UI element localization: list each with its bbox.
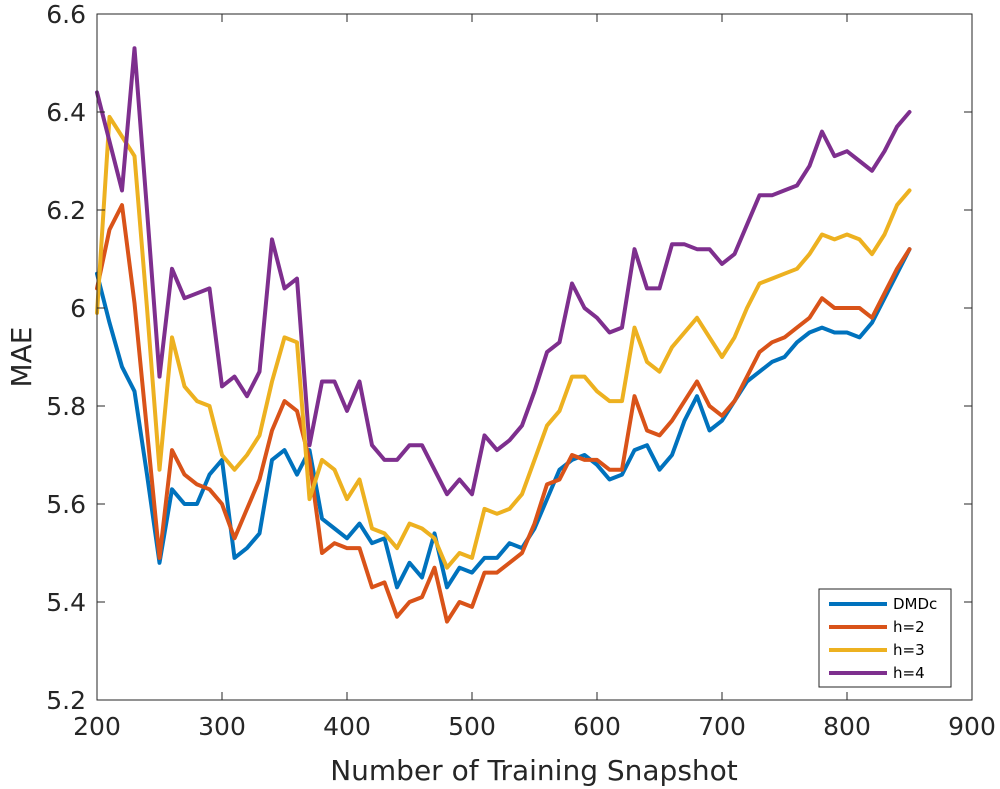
x-tick-label: 600	[573, 712, 621, 741]
x-tick-label: 700	[698, 712, 746, 741]
plot-frame	[96, 13, 973, 701]
y-tick-label: 5.2	[46, 686, 86, 715]
series-line-3	[95, 46, 912, 497]
series-line-1	[95, 203, 912, 624]
series-line-2	[95, 114, 912, 570]
y-tick-label: 5.4	[46, 588, 86, 617]
plot-background	[97, 14, 972, 700]
series-lines	[95, 46, 912, 624]
y-axis-ticks: 5.2 5.4 5.6 5.8 6 6.2 6.4 6.6	[46, 0, 972, 715]
x-tick-label: 900	[948, 712, 996, 741]
x-tick-label: 300	[198, 712, 246, 741]
legend-label-0: DMDc	[893, 595, 937, 613]
x-tick-label: 200	[73, 712, 121, 741]
y-tick-label: 6	[70, 294, 86, 323]
x-tick-label: 800	[823, 712, 871, 741]
series-line-0	[95, 247, 912, 590]
y-tick-label: 6.6	[46, 0, 86, 29]
y-axis-title: MAE	[5, 326, 38, 387]
legend-label-1: h=2	[893, 618, 925, 636]
legend-label-2: h=3	[893, 641, 925, 659]
x-axis-ticks: 200 300 400 500 600 700 800 900	[73, 14, 996, 741]
y-tick-label: 5.6	[46, 490, 86, 519]
legend-label-3: h=4	[893, 664, 925, 682]
x-tick-label: 500	[448, 712, 496, 741]
legend: DMDc h=2 h=3 h=4	[818, 588, 952, 688]
y-tick-label: 6.4	[46, 98, 86, 127]
y-tick-label: 5.8	[46, 392, 86, 421]
x-axis-title: Number of Training Snapshot	[330, 754, 738, 787]
x-tick-label: 400	[323, 712, 371, 741]
y-tick-label: 6.2	[46, 196, 86, 225]
